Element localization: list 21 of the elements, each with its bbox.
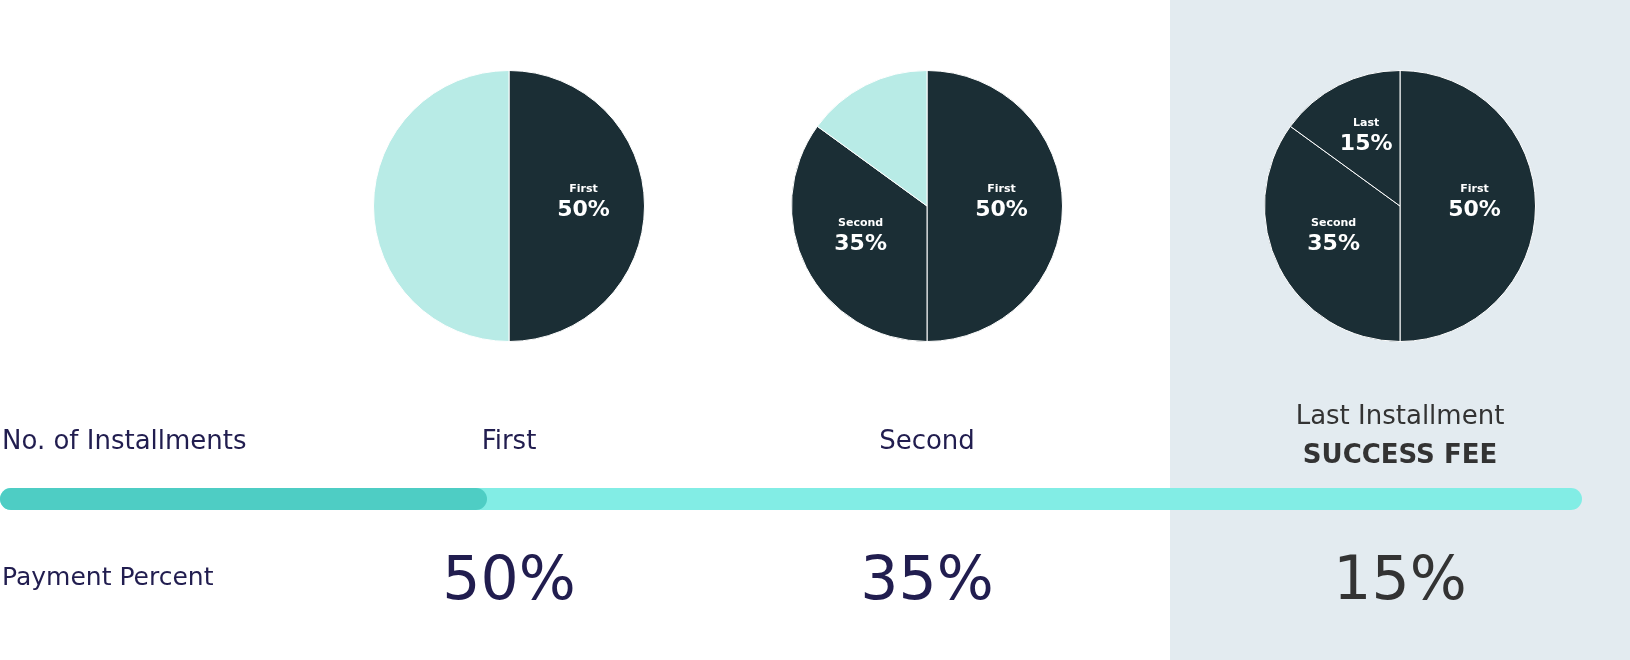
data-label: 35% bbox=[834, 229, 887, 255]
text: Second bbox=[879, 425, 975, 456]
slice-label: Second bbox=[838, 215, 884, 229]
data-label: 15% bbox=[1339, 129, 1393, 155]
text: Last Installment bbox=[1295, 400, 1505, 431]
data-label: 50% bbox=[557, 196, 610, 221]
text: 15% bbox=[1333, 543, 1467, 613]
data-label: 35% bbox=[1307, 229, 1360, 255]
text: 35% bbox=[860, 543, 994, 613]
data-label: 50% bbox=[975, 196, 1028, 221]
text: Payment Percent bbox=[2, 562, 214, 591]
text: First bbox=[481, 425, 537, 456]
slice-label: Last bbox=[1353, 115, 1380, 129]
slice-label: First bbox=[1460, 182, 1489, 195]
text: No. of Installments bbox=[2, 425, 247, 456]
data-label: 50% bbox=[1448, 196, 1501, 221]
slice-label: First bbox=[569, 182, 598, 195]
text: 50% bbox=[442, 543, 576, 613]
slice-label: Second bbox=[1311, 215, 1357, 229]
slice-label: First bbox=[987, 182, 1016, 195]
text: SUCCESS FEE bbox=[1302, 439, 1498, 470]
